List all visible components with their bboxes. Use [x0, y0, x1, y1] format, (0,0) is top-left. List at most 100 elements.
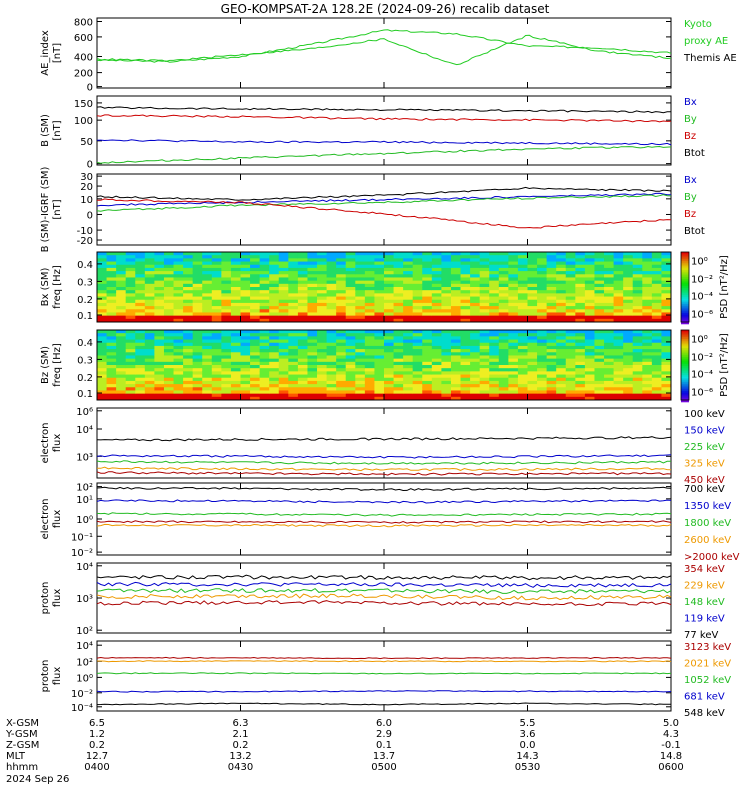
heatmap-cell — [240, 387, 251, 391]
heatmap-cell — [498, 339, 509, 344]
heatmap-cell — [106, 380, 117, 385]
heatmap-cell — [355, 361, 366, 366]
heatmap-cell — [412, 352, 423, 356]
heatmap-cell — [613, 368, 624, 372]
heatmap-cell — [661, 355, 672, 360]
heatmap-cell — [135, 264, 146, 269]
heatmap-cell — [604, 390, 615, 395]
heatmap-cell — [565, 390, 576, 395]
heatmap-cell — [144, 352, 155, 356]
heatmap-cell — [345, 365, 356, 369]
heatmap-cell — [278, 264, 289, 269]
heatmap-cell — [163, 361, 175, 366]
heatmap-cell — [537, 280, 548, 285]
heatmap-cell — [556, 352, 567, 356]
heatmap-cell — [326, 261, 337, 266]
heatmap-cell — [412, 306, 423, 310]
heatmap-cell — [422, 387, 433, 391]
heatmap-cell — [537, 274, 548, 278]
heatmap-cell — [527, 271, 538, 275]
heatmap-cell — [116, 368, 127, 372]
heatmap-cell — [470, 393, 481, 398]
heatmap-cell — [374, 387, 385, 391]
heatmap-cell — [202, 339, 213, 344]
heatmap-cell — [336, 352, 347, 356]
heatmap-cell — [651, 384, 662, 388]
heatmap-cell — [288, 293, 299, 298]
heatmap-cell — [393, 333, 404, 337]
heatmap-cell — [326, 315, 337, 320]
heatmap-cell — [364, 293, 375, 298]
heatmap-cell — [202, 315, 213, 320]
heatmap-cell — [431, 352, 442, 356]
heatmap-cell — [240, 271, 251, 275]
heatmap-cell — [651, 302, 662, 307]
heatmap-cell — [527, 261, 538, 266]
heatmap-cell — [642, 368, 653, 372]
heatmap-cell — [278, 368, 289, 372]
heatmap-cell — [116, 380, 127, 385]
heatmap-cell — [412, 267, 423, 272]
heatmap-cell — [498, 352, 509, 356]
heatmap-cell — [642, 396, 653, 401]
heatmap-cell — [613, 396, 624, 401]
heatmap-cell — [384, 355, 395, 360]
heatmap-cell — [422, 396, 433, 401]
heatmap-cell — [317, 255, 328, 259]
heatmap-cell — [163, 336, 175, 341]
heatmap-cell — [489, 374, 500, 379]
heatmap-cell — [594, 255, 605, 259]
heatmap-cell — [565, 293, 576, 298]
heatmap-cell — [259, 377, 270, 382]
heatmap-cell — [374, 365, 385, 369]
colorbar-frame — [680, 251, 690, 323]
heatmap-cell — [240, 342, 251, 347]
heatmap-cell — [498, 264, 509, 269]
heatmap-cell — [604, 387, 615, 391]
heatmap-cell — [317, 339, 328, 344]
heatmap-cell — [125, 336, 136, 341]
heatmap-cell — [297, 365, 308, 369]
legend-entry: By — [684, 192, 697, 203]
heatmap-cell — [125, 258, 136, 263]
heatmap-cell — [211, 283, 222, 288]
heatmap-cell — [460, 264, 471, 269]
series-line — [96, 186, 672, 201]
heatmap-cell — [479, 290, 490, 294]
heatmap-cell — [211, 393, 222, 398]
heatmap-cell — [125, 252, 136, 256]
heatmap-cell — [326, 333, 337, 337]
heatmap-cell — [106, 358, 117, 363]
heatmap-cell — [192, 380, 203, 385]
heatmap-cell — [422, 312, 433, 317]
heatmap-cell — [288, 302, 299, 307]
heatmap-cell — [642, 330, 653, 334]
heatmap-cell — [355, 396, 366, 401]
heatmap-cell — [632, 299, 643, 304]
heatmap-cell — [116, 371, 127, 376]
heatmap-cell — [97, 349, 108, 353]
heatmap-cell — [336, 393, 347, 398]
heatmap-cell — [556, 302, 567, 307]
heatmap-cell — [508, 283, 519, 288]
heatmap-cell — [651, 358, 662, 363]
series-line — [96, 106, 671, 114]
heatmap-cell — [412, 264, 423, 269]
heatmap-cell — [355, 342, 366, 347]
heatmap-cell — [565, 264, 576, 269]
heatmap-cell — [384, 261, 395, 266]
heatmap-cell — [374, 258, 385, 263]
heatmap-cell — [364, 280, 375, 285]
heatmap-cell — [594, 280, 605, 285]
heatmap-cell — [221, 393, 232, 398]
heatmap-cell — [97, 342, 108, 347]
heatmap-cell — [431, 318, 442, 323]
heatmap-cell — [565, 306, 576, 310]
heatmap-cell — [297, 264, 308, 269]
y-tick-label: 0.1 — [77, 389, 93, 400]
heatmap-cell — [584, 312, 595, 317]
x-axis-value: -0.1 — [661, 740, 681, 751]
heatmap-cell — [307, 339, 318, 344]
heatmap-cell — [183, 333, 194, 337]
heatmap-cell — [269, 252, 280, 256]
